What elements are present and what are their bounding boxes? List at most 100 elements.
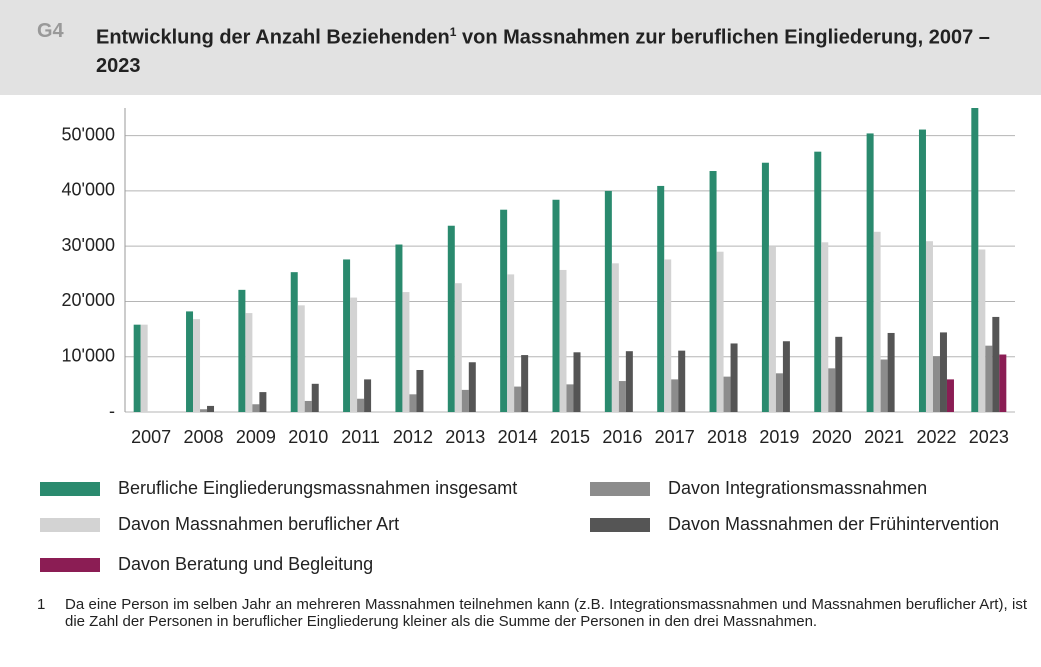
bar <box>343 259 351 412</box>
y-tick-label: 20'000 <box>62 290 116 310</box>
bar <box>887 332 895 412</box>
bar <box>193 319 201 412</box>
legend-label: Davon Massnahmen beruflicher Art <box>118 514 399 534</box>
bar <box>468 362 476 412</box>
bar <box>297 305 305 412</box>
bar <box>873 231 881 412</box>
bar <box>133 324 141 412</box>
bar <box>500 209 508 412</box>
x-tick-label: 2023 <box>969 427 1009 447</box>
x-tick-label: 2011 <box>341 427 380 447</box>
bar <box>918 129 926 412</box>
bar <box>207 405 215 412</box>
bar <box>761 162 769 412</box>
bar <box>611 263 619 412</box>
bar <box>402 292 410 412</box>
bar <box>985 345 993 412</box>
bar <box>604 190 612 412</box>
x-tick-label: 2016 <box>602 427 642 447</box>
bar <box>521 355 529 412</box>
footnote-text: Da eine Person im selben Jahr an mehrere… <box>65 596 1027 630</box>
figure-label: G4 <box>37 20 64 42</box>
bar <box>200 409 208 412</box>
bar <box>821 242 829 412</box>
bar <box>730 343 738 412</box>
x-tick-label: 2018 <box>707 427 747 447</box>
title-text: von Massnahmen zur beruflichen Eingliede… <box>96 26 990 77</box>
bar <box>971 108 979 412</box>
y-tick-label: 50'000 <box>62 124 116 144</box>
bar <box>507 274 515 412</box>
legend-label: Davon Integrationsmassnahmen <box>668 478 927 498</box>
bar <box>678 350 686 412</box>
bar <box>866 133 874 412</box>
bar <box>880 359 888 412</box>
x-tick-label: 2019 <box>759 427 799 447</box>
legend-swatch <box>40 518 100 532</box>
bar <box>290 272 298 412</box>
bar <box>723 376 731 412</box>
y-tick-label: 10'000 <box>62 345 116 365</box>
bar <box>559 269 567 412</box>
bar <box>828 368 836 412</box>
bar <box>946 379 954 412</box>
x-tick-label: 2020 <box>812 427 852 447</box>
bar <box>709 171 717 412</box>
x-tick-label: 2009 <box>236 427 276 447</box>
footnote-number: 1 <box>37 596 46 613</box>
legend-swatch <box>40 558 100 572</box>
bar <box>664 259 672 412</box>
legend-label: Berufliche Eingliederungsmassnahmen insg… <box>118 478 517 498</box>
bar <box>814 151 822 412</box>
bar <box>416 369 424 412</box>
bar <box>364 379 372 412</box>
bar <box>768 246 776 412</box>
bar <box>939 332 947 412</box>
bar <box>245 313 253 412</box>
bar <box>252 404 260 412</box>
legend-swatch <box>590 518 650 532</box>
bar <box>925 241 933 412</box>
bar <box>461 389 469 412</box>
x-tick-label: 2014 <box>498 427 538 447</box>
bar <box>775 373 783 412</box>
x-tick-label: 2021 <box>864 427 904 447</box>
chart: - 10'000 20'000 30'000 40'000 50'000 2007 2008 2… <box>40 108 1015 574</box>
x-tick-label: 2022 <box>916 427 956 447</box>
bar <box>238 289 246 412</box>
bar <box>932 356 940 412</box>
bar <box>395 244 403 412</box>
bar <box>625 351 633 412</box>
x-tick-label: 2017 <box>655 427 695 447</box>
bar <box>311 383 319 412</box>
bar <box>566 384 574 412</box>
title-superscript: 1 <box>449 25 457 39</box>
bar <box>671 379 679 412</box>
bar <box>357 398 365 412</box>
x-tick-label: 2007 <box>131 427 171 447</box>
legend-label: Davon Massnahmen der Frühintervention <box>668 514 999 534</box>
bar <box>350 297 358 412</box>
x-tick-label: 2012 <box>393 427 433 447</box>
bar <box>186 311 194 412</box>
bar <box>259 392 267 412</box>
x-tick-label: 2013 <box>445 427 485 447</box>
x-tick-label: 2010 <box>288 427 328 447</box>
bar <box>657 185 665 412</box>
y-tick-label: 40'000 <box>62 180 116 200</box>
chart-title: Entwicklung der Anzahl Beziehenden1 von … <box>96 18 1016 80</box>
legend-swatch <box>40 482 100 496</box>
bar <box>835 336 843 412</box>
bar <box>552 199 560 412</box>
y-tick-label: 30'000 <box>62 235 116 255</box>
y-tick-label: - <box>109 401 115 421</box>
bar <box>978 249 986 412</box>
bar <box>992 316 1000 412</box>
bar <box>140 324 148 412</box>
legend-label: Davon Beratung und Begleitung <box>118 554 373 574</box>
bar <box>999 354 1007 412</box>
header: G4 Entwicklung der Anzahl Beziehenden1 v… <box>0 0 1041 95</box>
bar <box>573 352 581 412</box>
x-tick-label: 2015 <box>550 427 590 447</box>
